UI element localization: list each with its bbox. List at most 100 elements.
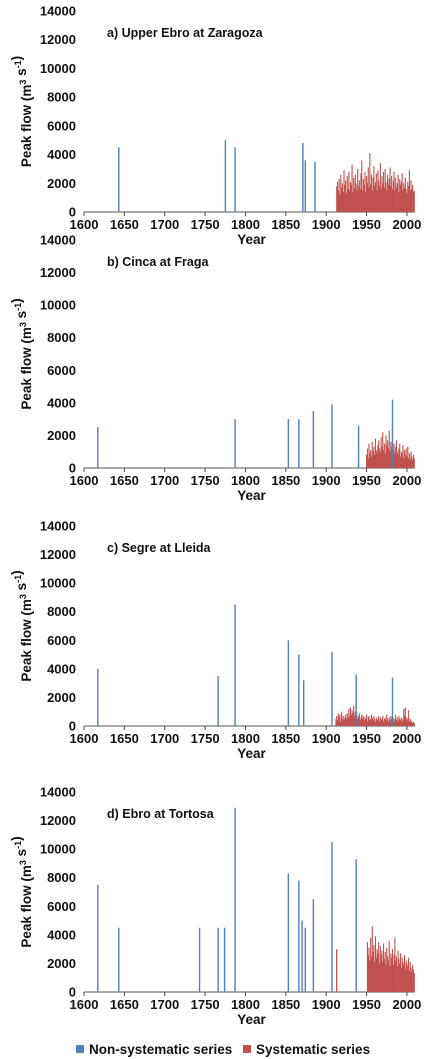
panel-title: b) Cinca at Fraga [107,255,209,269]
systematic-bar [387,960,389,992]
systematic-bar [410,720,412,726]
systematic-bar [408,970,410,992]
y-tick-label: 8000 [47,90,76,105]
systematic-bar [385,435,387,468]
systematic-bar [372,177,374,212]
systematic-bar [405,448,407,468]
systematic-bar [379,946,381,992]
systematic-bar [391,189,393,212]
systematic-bar [395,956,398,992]
systematic-bar [356,190,358,212]
systematic-bar [389,966,391,992]
systematic-bar [404,707,406,726]
x-tick-label: 2000 [392,997,421,1012]
y-tick-label: 0 [69,985,76,1000]
systematic-bar [369,153,371,212]
y-tick-label: 8000 [47,330,76,345]
systematic-bar [357,168,359,212]
x-tick-label: 1900 [312,997,341,1012]
systematic-bar [386,947,388,992]
x-tick-label: 1800 [231,731,260,746]
x-tick-label: 1800 [231,473,260,488]
systematic-bar [413,190,415,212]
chart-panel-2: 0 2000 4000 6000 8000 10000 12000 14000 1600 1650… [9,233,421,504]
systematic-bar [344,184,346,212]
panel-title: c) Segre at Lleida [107,541,212,555]
non-systematic-bar [391,399,394,468]
systematic-bar [342,191,344,212]
systematic-bar [398,716,400,726]
systematic-bar [395,187,398,212]
systematic-bar [377,953,379,992]
y-tick-label: 0 [69,205,76,220]
systematic-bar [412,459,414,468]
systematic-bar [387,448,389,468]
systematic-bar [378,721,381,726]
non-systematic-bar [234,147,236,212]
systematic-bar [389,167,391,212]
systematic-bar [355,183,357,212]
systematic-bar [352,191,354,212]
systematic-bar [388,940,390,992]
systematic-bar [395,440,398,468]
systematic-bar [409,718,411,726]
systematic-bar [375,173,377,212]
systematic-bar [336,716,338,726]
systematic-bar [388,717,390,726]
systematic-bar [393,954,395,992]
systematic-bar [412,721,414,726]
systematic-bar [406,963,408,992]
systematic-bar [378,942,380,992]
non-systematic-bar [223,927,226,992]
systematic-bar [376,453,378,468]
systematic-bar [391,446,393,468]
systematic-bar [379,451,381,468]
systematic-bar [338,717,340,726]
systematic-bar [340,721,342,726]
systematic-bar [341,183,343,212]
systematic-bar [406,193,408,212]
systematic-bar [385,181,387,212]
x-tick-label: 1900 [312,731,341,746]
non-systematic-bar [287,873,290,992]
systematic-bar [404,716,406,726]
systematic-bar [375,450,377,468]
systematic-bar [412,184,414,212]
systematic-bar [382,432,384,468]
systematic-bar [364,717,366,726]
systematic-bar [395,177,397,212]
non-systematic-bar [217,927,219,992]
systematic-bar [373,446,375,468]
systematic-bar [374,438,377,468]
systematic-bar [398,959,400,992]
systematic-bar [342,716,344,726]
systematic-bar [353,706,355,726]
x-tick-label: 1850 [271,217,300,232]
systematic-bar [410,967,412,992]
y-tick-label: 14000 [40,519,76,534]
non-systematic-bar [118,927,120,992]
x-tick-label: 1600 [70,473,99,488]
systematic-bar [381,950,383,992]
systematic-bar [398,448,400,468]
systematic-bar [388,178,390,212]
systematic-bar [406,717,408,726]
systematic-bar [393,171,395,212]
x-tick-label: 1850 [271,997,300,1012]
non-systematic-bar [357,425,360,468]
systematic-bar [359,189,361,212]
systematic-bar [343,170,345,212]
legend: Non-systematic series Systematic series [76,1042,370,1057]
systematic-bar [399,963,401,992]
systematic-bar [390,953,392,992]
x-tick-label: 1650 [110,731,139,746]
systematic-bar [399,718,401,726]
systematic-bar [390,716,392,726]
systematic-bar [339,194,341,212]
x-tick-label: 1950 [352,997,381,1012]
systematic-bar [380,718,382,726]
legend-swatch-non-systematic [76,1045,84,1053]
systematic-bar [390,441,392,468]
x-tick-label: 1750 [191,997,220,1012]
chart-panel-3: 0 2000 4000 6000 8000 10000 12000 14000 1600 1650… [9,519,421,762]
